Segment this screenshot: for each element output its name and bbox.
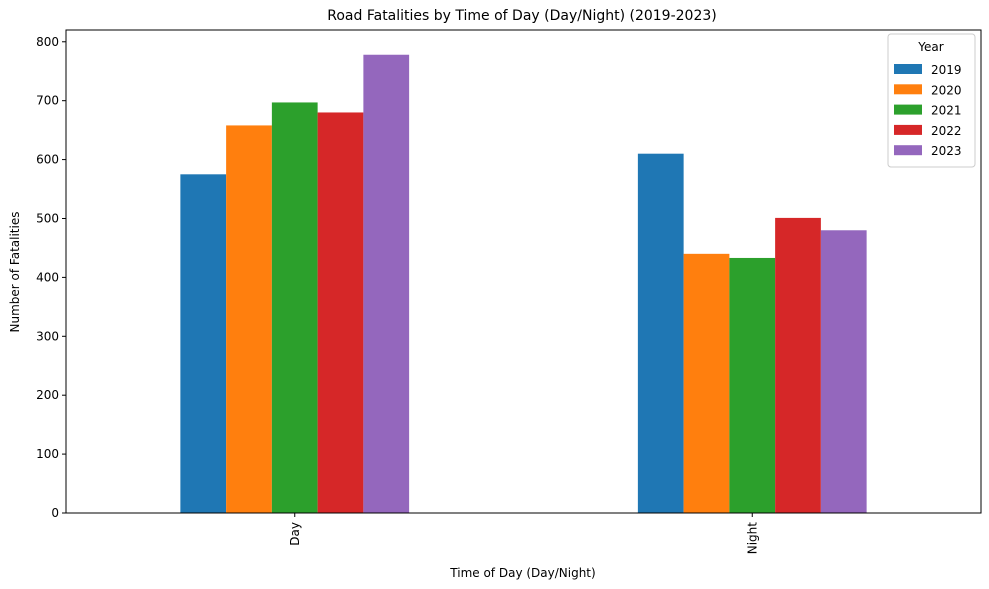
legend-label-2021: 2021 xyxy=(931,104,962,118)
legend-swatch-2019 xyxy=(894,64,922,74)
legend-label-2020: 2020 xyxy=(931,83,962,97)
x-axis-label: Time of Day (Day/Night) xyxy=(449,566,595,580)
legend-swatch-2022 xyxy=(894,124,922,135)
bar-2020-day xyxy=(226,125,272,514)
plot-frame xyxy=(65,29,982,514)
bar-2022-night xyxy=(775,217,821,513)
x-axis: Day Night xyxy=(288,513,759,555)
y-axis-label: Number of Fatalities xyxy=(8,212,22,333)
bar-2023-night xyxy=(820,230,867,513)
bars-group xyxy=(180,54,867,514)
chart-title: Road Fatalities by Time of Day (Day/Nigh… xyxy=(327,8,716,24)
legend-swatch-2021 xyxy=(894,104,922,115)
y-axis: 0 100 200 300 400 500 600 700 800 xyxy=(36,35,66,520)
y-tick-label: 800 xyxy=(36,35,59,49)
legend-label-2019: 2019 xyxy=(931,63,962,77)
bar-2019-night xyxy=(637,153,684,513)
y-tick-label: 500 xyxy=(36,211,59,225)
y-tick-label: 100 xyxy=(36,447,59,461)
y-tick-label: 0 xyxy=(51,506,59,520)
bar-2023-day xyxy=(363,54,410,514)
legend-label-2022: 2022 xyxy=(931,124,962,138)
legend: Year 2019 2020 2021 2022 2023 xyxy=(887,33,976,168)
bar-2022-day xyxy=(317,112,364,514)
legend-label-2023: 2023 xyxy=(931,144,962,158)
bar-2019-day xyxy=(180,174,227,513)
x-tick-label-night: Night xyxy=(745,522,759,555)
bar-2020-night xyxy=(683,253,730,513)
legend-title: Year xyxy=(917,40,943,54)
legend-swatch-2020 xyxy=(894,84,922,95)
y-tick-label: 400 xyxy=(36,270,59,284)
bar-2021-night xyxy=(729,257,776,513)
y-tick-label: 700 xyxy=(36,94,59,108)
y-tick-label: 300 xyxy=(36,329,59,343)
bar-2021-day xyxy=(271,102,318,513)
legend-swatch-2023 xyxy=(894,145,922,156)
y-tick-label: 200 xyxy=(36,388,59,402)
x-tick-label-day: Day xyxy=(288,522,302,546)
y-tick-label: 600 xyxy=(36,153,59,167)
